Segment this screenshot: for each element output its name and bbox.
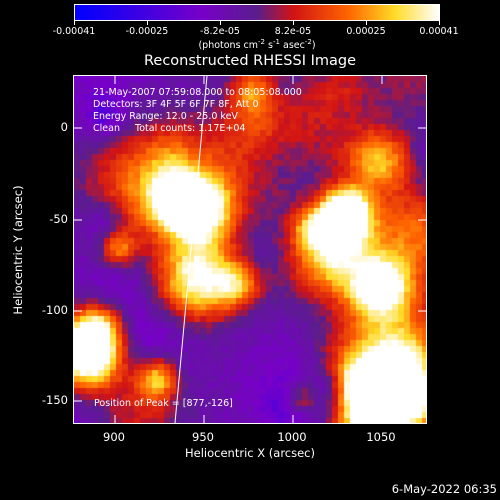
colorbar-tick-label: -8.2e-05 xyxy=(200,26,240,37)
x-tick-label: 950 xyxy=(192,430,214,444)
limb-line xyxy=(174,76,208,423)
plot-overlay xyxy=(74,76,426,423)
y-tick-label: -100 xyxy=(41,303,68,317)
observation-info: 21-May-2007 07:59:08.000 to 08:05:08.000… xyxy=(93,87,302,135)
colorbar-tick xyxy=(439,21,440,25)
heatmap-image xyxy=(74,76,426,423)
colorbar-tick-label: 0.00025 xyxy=(346,26,386,37)
colorbar-tick xyxy=(293,21,294,25)
y-tick-label: 0 xyxy=(60,120,68,134)
y-tick-label: -50 xyxy=(49,212,68,226)
colorbar-tick xyxy=(147,21,148,25)
peak-position-text: Position of Peak = [877,-126] xyxy=(94,398,233,409)
plot-title: Reconstructed RHESSI Image xyxy=(143,53,357,69)
x-tick-label: 1050 xyxy=(366,430,396,444)
colorbar-tick-label: 0.00041 xyxy=(419,26,459,37)
footer-date: 6-May-2022 06:35 xyxy=(391,482,497,496)
info-clean-counts: Clean Total counts: 1.17E+04 xyxy=(93,123,246,134)
axis-ticks xyxy=(74,76,426,423)
colorbar-tick xyxy=(220,21,221,25)
plot-area: 21-May-2007 07:59:08.000 to 08:05:08.000… xyxy=(73,75,427,424)
x-axis-label: Heliocentric X (arcsec) xyxy=(185,446,315,460)
colorbar-tick xyxy=(74,21,75,25)
y-axis-label: Heliocentric Y (arcsec) xyxy=(11,185,25,315)
colorbar-units: (photons cm-2 s-1 asec-2) xyxy=(198,38,316,52)
colorbar-tick xyxy=(366,21,367,25)
colorbar-tick-label: 8.2e-05 xyxy=(274,26,312,37)
colorbar-tick-label: -0.00041 xyxy=(52,26,96,37)
x-tick-label: 900 xyxy=(103,430,125,444)
info-detectors: Detectors: 3F 4F 5F 6F 7F 8F, Att 0 xyxy=(93,99,259,110)
colorbar xyxy=(74,4,440,21)
x-tick-label: 1000 xyxy=(277,430,307,444)
info-time-range: 21-May-2007 07:59:08.000 to 08:05:08.000 xyxy=(93,87,302,98)
colorbar-tick-label: -0.00025 xyxy=(125,26,169,37)
info-energy-range: Energy Range: 12.0 - 25.0 keV xyxy=(93,111,238,122)
y-tick-label: -150 xyxy=(41,393,68,407)
